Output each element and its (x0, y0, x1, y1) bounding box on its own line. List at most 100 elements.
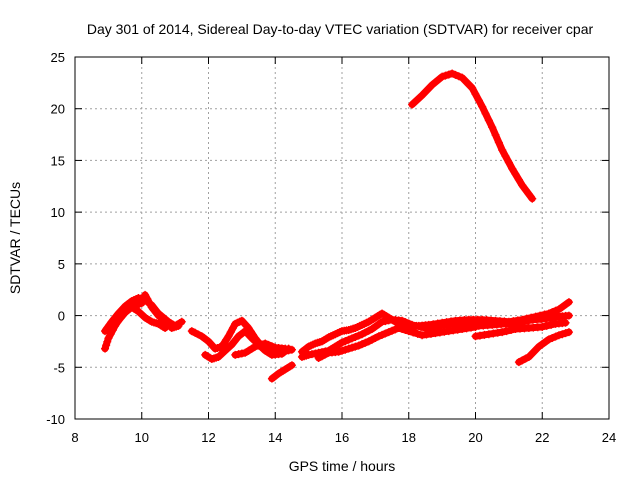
data-point (474, 96, 483, 105)
data-point (413, 329, 422, 338)
data-point (514, 175, 523, 184)
data-point (444, 327, 453, 336)
data-point (471, 322, 480, 331)
y-tick-label: 20 (51, 102, 65, 117)
data-point (564, 311, 573, 320)
data-point (224, 332, 233, 341)
data-point (251, 342, 260, 351)
data-point (435, 328, 444, 337)
data-point (561, 329, 570, 338)
x-tick-label: 16 (335, 430, 349, 445)
data-point (511, 170, 520, 179)
y-tick-label: 25 (51, 50, 65, 65)
data-point (378, 330, 387, 339)
data-point (194, 330, 203, 339)
data-point (528, 349, 537, 358)
series-track-9 (297, 311, 573, 361)
axis-ticks: 8 10 12 14 16 18 20 22 24 -10 -5 0 5 10 15 20 25 (46, 50, 616, 445)
data-point (548, 333, 557, 342)
x-tick-label: 14 (268, 430, 282, 445)
data-point (507, 326, 516, 335)
data-point (454, 72, 463, 81)
data-point (546, 313, 555, 322)
data-point (464, 80, 473, 89)
data-point (564, 298, 573, 307)
data-point (254, 341, 263, 350)
data-point (391, 325, 400, 334)
data-point (364, 337, 373, 346)
data-point (480, 330, 489, 339)
data-point (475, 331, 484, 340)
data-point (102, 341, 111, 350)
data-point (307, 350, 316, 359)
series-band (515, 328, 573, 366)
series-track-11 (471, 318, 570, 341)
data-point (358, 340, 367, 349)
data-point (521, 185, 530, 194)
data-point (378, 317, 387, 326)
y-tick-label: 5 (58, 257, 65, 272)
data-point (498, 146, 507, 155)
data-point (542, 321, 551, 330)
data-point (106, 330, 115, 339)
series-track-6 (231, 339, 290, 359)
series-track-12 (514, 328, 573, 367)
data-point (317, 352, 326, 361)
data-point (351, 342, 360, 351)
data-point (361, 328, 370, 337)
x-tick-label: 24 (602, 430, 616, 445)
data-point (281, 344, 290, 353)
data-point (304, 350, 313, 359)
series-track-13 (408, 69, 537, 203)
data-point (408, 320, 417, 329)
data-point (425, 323, 434, 332)
data-point (226, 328, 235, 337)
x-tick-label: 20 (468, 430, 482, 445)
data-point (351, 332, 360, 341)
data-point (449, 326, 458, 335)
data-point (421, 87, 430, 96)
data-point (398, 316, 407, 325)
y-tick-label: 15 (51, 153, 65, 168)
data-point (161, 323, 170, 332)
series-track-5 (201, 327, 293, 364)
data-point (374, 332, 383, 341)
data-point (101, 344, 110, 353)
data-point (461, 77, 470, 86)
data-point (531, 346, 540, 355)
data-point (494, 138, 503, 147)
data-point (441, 71, 450, 80)
data-point (523, 316, 532, 325)
series-track-7 (267, 361, 296, 383)
data-point (508, 164, 517, 173)
data-series (101, 69, 573, 383)
data-point (448, 69, 457, 78)
data-point (364, 326, 373, 335)
data-point (234, 350, 243, 359)
data-point (518, 356, 527, 365)
data-point (177, 317, 186, 326)
data-point (371, 333, 380, 342)
series-band (408, 70, 536, 203)
data-point (404, 327, 413, 336)
data-point (354, 341, 363, 350)
data-point (564, 328, 573, 337)
data-point (498, 328, 507, 337)
data-point (321, 350, 330, 359)
data-point (418, 91, 427, 100)
data-point (416, 322, 425, 331)
grid-lines (75, 57, 609, 419)
series-track-3 (114, 303, 170, 332)
data-point (334, 347, 343, 356)
data-point (502, 327, 511, 336)
data-point (354, 331, 363, 340)
data-point (431, 329, 440, 338)
data-point (401, 326, 410, 335)
data-point (368, 335, 377, 344)
data-point (108, 326, 117, 335)
y-tick-label: 0 (58, 309, 65, 324)
data-point (287, 361, 296, 370)
data-point (344, 335, 353, 344)
data-point (440, 327, 449, 336)
data-point (481, 109, 490, 118)
